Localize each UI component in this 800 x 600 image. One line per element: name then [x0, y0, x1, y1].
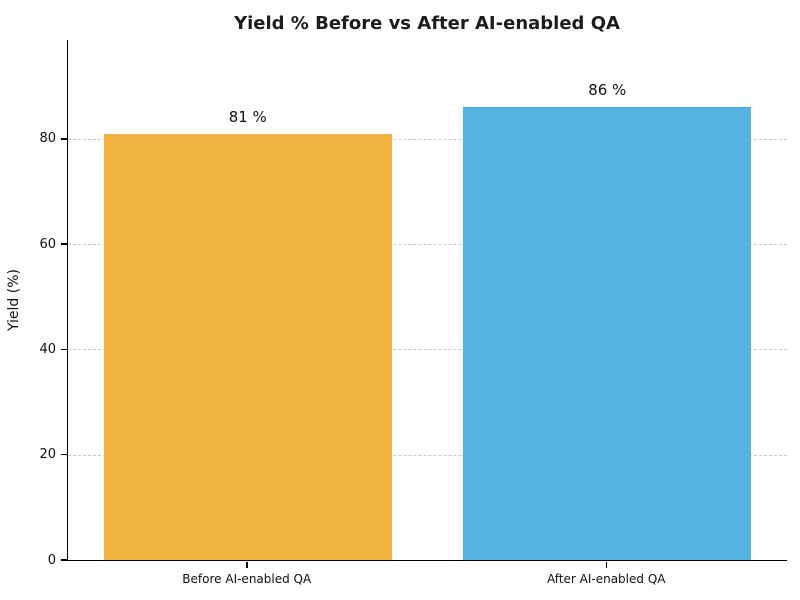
x-tick-mark [605, 561, 607, 568]
plot-area: 81 % 86 % [67, 40, 787, 561]
gridline-y-80 [68, 138, 787, 140]
x-tick-mark [246, 561, 248, 568]
gridline-y-20 [68, 454, 787, 456]
bar-value-label: 86 % [588, 81, 627, 100]
y-tick-label-40: 40 [39, 341, 56, 357]
x-tick-label-before-ai-enabled-qa: Before AI-enabled QA [182, 572, 312, 586]
bar-value-label: 81 % [228, 107, 267, 126]
y-tick-mark [61, 453, 67, 456]
gridline-y-60 [68, 244, 787, 246]
y-tick-mark [61, 348, 67, 351]
y-tick-label-60: 60 [39, 236, 56, 252]
x-tick-label-after-ai-enabled-qa: After AI-enabled QA [547, 572, 666, 586]
bar-after-ai-enabled-qa [463, 107, 752, 560]
gridline-y-40 [68, 349, 787, 351]
bar-before-ai-enabled-qa [103, 133, 392, 560]
y-tick-label-20: 20 [39, 447, 56, 463]
y-tick-mark [61, 559, 67, 561]
y-tick-mark [61, 138, 67, 140]
y-tick-label-80: 80 [39, 131, 56, 147]
y-tick-label-0: 0 [47, 552, 56, 568]
chart-title: Yield % Before vs After AI-enabled QA [234, 13, 620, 34]
y-tick-mark [61, 243, 67, 245]
